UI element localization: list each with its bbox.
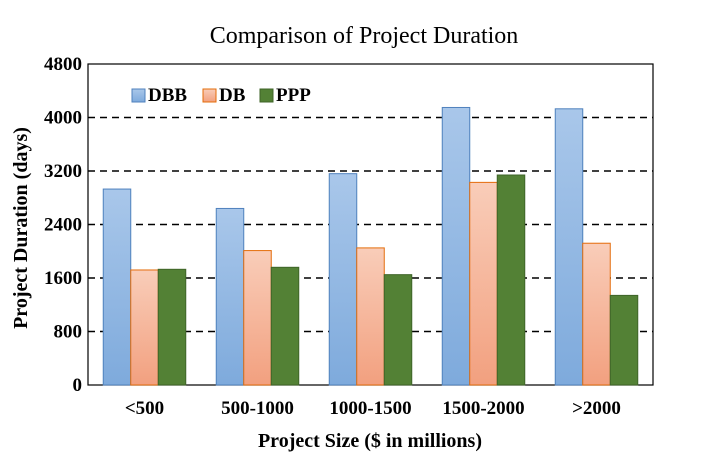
x-tick-label: >2000 <box>572 398 621 419</box>
bar-db-2 <box>356 247 385 386</box>
y-tick-label: 4000 <box>44 108 82 129</box>
x-tick-label: <500 <box>125 398 164 419</box>
x-tick-label: 1000-1500 <box>329 398 411 419</box>
bar-db-4 <box>582 242 611 386</box>
bar-dbb-1 <box>215 207 245 386</box>
bar-dbb-4 <box>554 108 584 386</box>
legend-label-dbb: DBB <box>148 85 187 106</box>
bar-db-0 <box>130 269 159 386</box>
legend: DBB DB PPP <box>131 85 311 106</box>
legend-swatch-db <box>202 88 217 103</box>
bar-ppp-0 <box>157 268 187 386</box>
legend-label-db: DB <box>219 85 246 106</box>
y-tick-label: 2400 <box>44 215 82 236</box>
legend-swatch-ppp <box>259 88 274 103</box>
bar-db-1 <box>243 250 272 386</box>
bar-ppp-4 <box>609 294 639 386</box>
bar-dbb-0 <box>102 188 132 386</box>
y-tick-label: 4800 <box>44 54 82 75</box>
bar-ppp-3 <box>496 174 526 386</box>
x-axis-title: Project Size ($ in millions) <box>258 430 482 452</box>
bar-ppp-1 <box>270 266 300 386</box>
bar-db-3 <box>469 181 498 386</box>
y-tick-labels: 0 800 1600 2400 3200 4000 4800 <box>44 54 82 396</box>
chart-title: Comparison of Project Duration <box>210 23 519 49</box>
x-tick-label: 1500-2000 <box>442 398 524 419</box>
y-tick-label: 800 <box>54 322 83 343</box>
y-tick-label: 3200 <box>44 161 82 182</box>
bar-dbb-2 <box>328 173 358 386</box>
y-tick-label: 0 <box>73 375 83 396</box>
y-axis-title: Project Duration (days) <box>10 127 32 329</box>
bar-dbb-3 <box>441 106 471 386</box>
x-tick-labels: <500 500-1000 1000-1500 1500-2000 >2000 <box>125 398 621 419</box>
bar-ppp-2 <box>383 274 413 386</box>
legend-label-ppp: PPP <box>276 85 311 106</box>
bars <box>102 106 639 386</box>
legend-swatch-dbb <box>131 88 146 103</box>
y-tick-label: 1600 <box>44 268 82 289</box>
x-tick-label: 500-1000 <box>221 398 294 419</box>
